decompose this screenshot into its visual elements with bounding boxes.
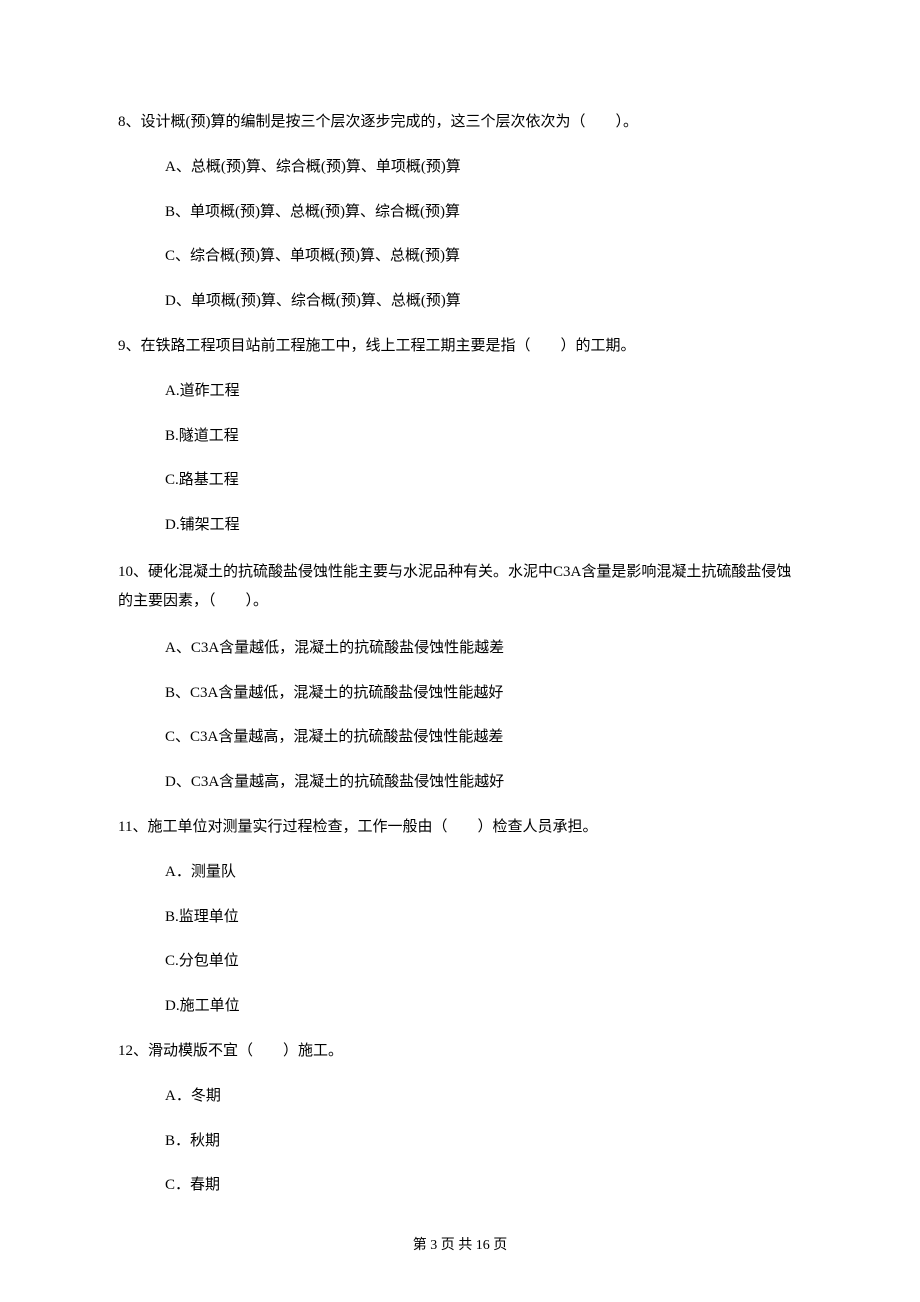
question-option: B.隧道工程 — [165, 425, 802, 448]
page-number: 第 3 页 共 16 页 — [413, 1238, 508, 1253]
question-option: D、C3A含量越高，混凝土的抗硫酸盐侵蚀性能越好 — [165, 771, 802, 794]
question-text: 10、硬化混凝土的抗硫酸盐侵蚀性能主要与水泥品种有关。水泥中C3A含量是影响混凝… — [118, 558, 802, 615]
question-option: C、C3A含量越高，混凝土的抗硫酸盐侵蚀性能越差 — [165, 726, 802, 749]
question-option: C.分包单位 — [165, 950, 802, 973]
question-option: C、综合概(预)算、单项概(预)算、总概(预)算 — [165, 245, 802, 268]
question-option: C.路基工程 — [165, 469, 802, 492]
question-option: B．秋期 — [165, 1130, 802, 1153]
question-text: 9、在铁路工程项目站前工程施工中，线上工程工期主要是指（ ）的工期。 — [118, 334, 802, 358]
document-content: 8、设计概(预)算的编制是按三个层次逐步完成的，这三个层次依次为（ ）。 A、总… — [0, 0, 920, 1197]
question-12: 12、滑动模版不宜（ ）施工。 A．冬期 B．秋期 C．春期 — [118, 1039, 802, 1197]
question-option: D.施工单位 — [165, 995, 802, 1018]
question-option: C．春期 — [165, 1174, 802, 1197]
question-text: 12、滑动模版不宜（ ）施工。 — [118, 1039, 802, 1063]
question-option: D、单项概(预)算、综合概(预)算、总概(预)算 — [165, 290, 802, 313]
question-option: B.监理单位 — [165, 906, 802, 929]
question-option: A、总概(预)算、综合概(预)算、单项概(预)算 — [165, 156, 802, 179]
question-text: 11、施工单位对测量实行过程检查，工作一般由（ ）检查人员承担。 — [118, 815, 802, 839]
question-option: B、C3A含量越低，混凝土的抗硫酸盐侵蚀性能越好 — [165, 682, 802, 705]
question-option: D.铺架工程 — [165, 514, 802, 537]
question-10: 10、硬化混凝土的抗硫酸盐侵蚀性能主要与水泥品种有关。水泥中C3A含量是影响混凝… — [118, 558, 802, 793]
question-text: 8、设计概(预)算的编制是按三个层次逐步完成的，这三个层次依次为（ ）。 — [118, 110, 802, 134]
question-9: 9、在铁路工程项目站前工程施工中，线上工程工期主要是指（ ）的工期。 A.道砟工… — [118, 334, 802, 536]
question-option: B、单项概(预)算、总概(预)算、综合概(预)算 — [165, 201, 802, 224]
question-8: 8、设计概(预)算的编制是按三个层次逐步完成的，这三个层次依次为（ ）。 A、总… — [118, 110, 802, 312]
question-option: A、C3A含量越低，混凝土的抗硫酸盐侵蚀性能越差 — [165, 637, 802, 660]
page-footer: 第 3 页 共 16 页 — [0, 1234, 920, 1254]
question-11: 11、施工单位对测量实行过程检查，工作一般由（ ）检查人员承担。 A．测量队 B… — [118, 815, 802, 1017]
question-option: A．冬期 — [165, 1085, 802, 1108]
question-option: A．测量队 — [165, 861, 802, 884]
question-option: A.道砟工程 — [165, 380, 802, 403]
